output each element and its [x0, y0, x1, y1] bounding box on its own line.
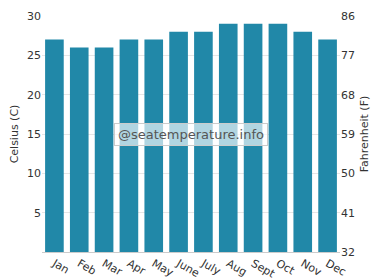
svg-text:Oct: Oct [274, 257, 298, 278]
svg-text:Aug: Aug [224, 257, 249, 279]
svg-text:Mar: Mar [100, 257, 125, 279]
svg-text:25: 25 [27, 49, 41, 62]
svg-text:@seatemperature.info: @seatemperature.info [118, 127, 264, 142]
svg-text:5: 5 [34, 207, 41, 220]
svg-text:86: 86 [341, 10, 355, 23]
svg-text:Sept: Sept [249, 257, 278, 280]
svg-text:30: 30 [27, 10, 41, 23]
svg-text:Fahrenheit (F): Fahrenheit (F) [358, 96, 371, 173]
svg-text:Dec: Dec [323, 257, 348, 279]
svg-text:77: 77 [341, 49, 355, 62]
svg-text:15: 15 [27, 128, 41, 141]
svg-text:Nov: Nov [299, 257, 325, 279]
svg-text:Jan: Jan [49, 256, 71, 276]
svg-text:20: 20 [27, 89, 41, 102]
svg-text:50: 50 [341, 167, 355, 180]
svg-text:May: May [150, 257, 177, 280]
svg-text:10: 10 [27, 167, 41, 180]
svg-text:59: 59 [341, 128, 355, 141]
svg-text:June: June [173, 256, 201, 280]
svg-text:July: July [198, 256, 223, 278]
svg-text:68: 68 [341, 89, 355, 102]
svg-text:Apr: Apr [125, 257, 148, 278]
svg-text:Feb: Feb [75, 257, 98, 278]
svg-text:Celsius (C): Celsius (C) [8, 105, 21, 164]
svg-text:41: 41 [341, 207, 355, 220]
svg-text:32: 32 [341, 246, 355, 259]
